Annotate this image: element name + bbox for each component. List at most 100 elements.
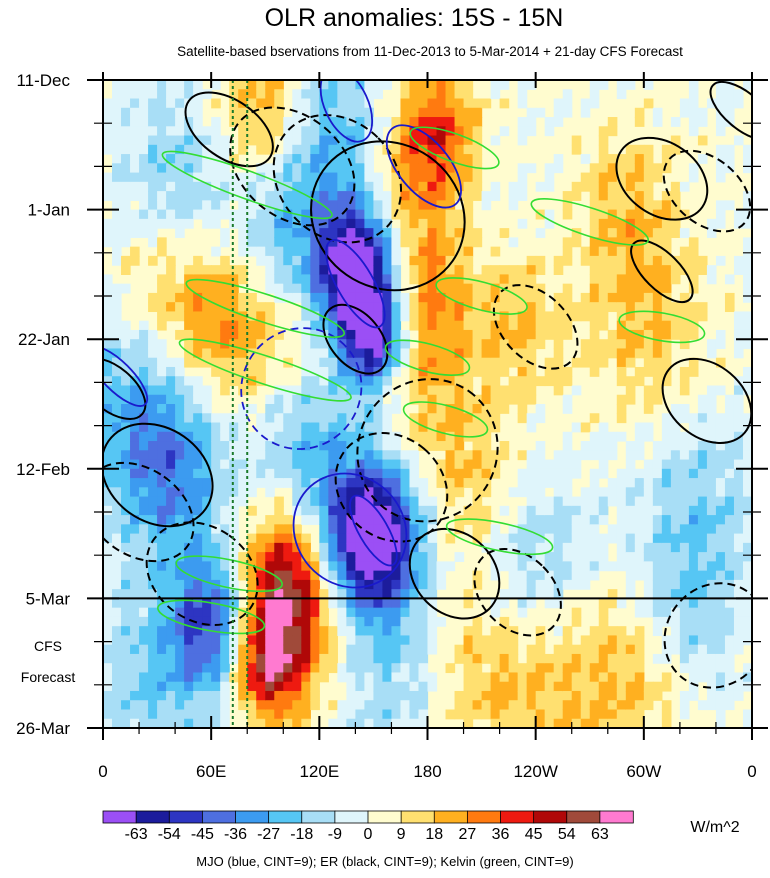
anomaly-cell	[400, 163, 411, 174]
anomaly-cell	[103, 644, 113, 655]
anomaly-cell	[103, 172, 113, 183]
anomaly-cell	[337, 246, 347, 257]
anomaly-cell	[400, 505, 411, 516]
anomaly-cell	[328, 311, 338, 322]
anomaly-cell	[409, 505, 420, 516]
anomaly-cell	[220, 505, 230, 516]
anomaly-cell	[238, 366, 248, 377]
anomaly-cell	[220, 616, 230, 627]
anomaly-cell	[526, 505, 537, 516]
colorbar-swatch	[268, 810, 303, 824]
anomaly-cell	[688, 283, 699, 294]
anomaly-cell	[202, 302, 212, 313]
anomaly-cell	[310, 644, 320, 655]
colorbar-tick-label: 9	[397, 826, 406, 843]
anomaly-cell	[454, 98, 465, 109]
anomaly-cell	[364, 607, 375, 618]
anomaly-cell	[454, 524, 465, 535]
anomaly-cell	[220, 292, 230, 303]
anomaly-cell	[436, 135, 447, 146]
anomaly-cell	[580, 570, 591, 581]
anomaly-cell	[166, 450, 176, 461]
anomaly-cell	[157, 635, 167, 646]
anomaly-cell	[706, 598, 717, 609]
anomaly-cell	[148, 144, 158, 155]
anomaly-cell	[310, 422, 320, 433]
anomaly-cell	[409, 607, 420, 618]
anomaly-cell	[364, 200, 375, 211]
anomaly-cell	[247, 329, 257, 340]
anomaly-cell	[184, 311, 194, 322]
anomaly-cell	[742, 366, 752, 377]
anomaly-cell	[364, 181, 375, 192]
anomaly-cell	[337, 98, 347, 109]
anomaly-cell	[121, 533, 131, 544]
anomaly-cell	[346, 144, 356, 155]
anomaly-cell	[256, 144, 266, 155]
anomaly-cell	[427, 181, 438, 192]
anomaly-cell	[688, 505, 699, 516]
anomaly-cell	[454, 366, 465, 377]
anomaly-cell	[634, 690, 645, 701]
anomaly-cell	[724, 663, 735, 674]
anomaly-cell	[328, 181, 338, 192]
anomaly-cell	[661, 653, 672, 664]
anomaly-cell	[319, 172, 329, 183]
anomaly-cell	[157, 524, 167, 535]
anomaly-cell	[256, 672, 266, 683]
anomaly-cell	[355, 376, 365, 387]
anomaly-cell	[661, 496, 672, 507]
anomaly-cell	[652, 348, 663, 359]
anomaly-cell	[616, 89, 627, 100]
anomaly-cell	[598, 246, 609, 257]
anomaly-cell	[328, 441, 338, 451]
anomaly-cell	[652, 228, 663, 238]
anomaly-cell	[535, 635, 546, 646]
anomaly-cell	[328, 459, 338, 470]
anomaly-cell	[706, 265, 717, 275]
anomaly-cell	[346, 579, 356, 590]
anomaly-cell	[499, 357, 510, 368]
anomaly-cell	[292, 663, 302, 674]
anomaly-cell	[355, 228, 365, 238]
anomaly-cell	[580, 635, 591, 646]
anomaly-cell	[211, 690, 221, 701]
anomaly-cell	[166, 515, 176, 525]
anomaly-cell	[193, 422, 203, 433]
anomaly-cell	[436, 394, 447, 405]
anomaly-cell	[715, 663, 726, 674]
anomaly-cell	[706, 478, 717, 488]
anomaly-cell	[283, 616, 293, 627]
anomaly-cell	[103, 441, 113, 451]
anomaly-cell	[427, 311, 438, 322]
anomaly-cell	[364, 718, 375, 728]
anomaly-cell	[328, 320, 338, 331]
anomaly-cell	[310, 431, 320, 442]
anomaly-cell	[589, 626, 600, 637]
anomaly-cell	[166, 459, 176, 470]
anomaly-cell	[229, 468, 239, 479]
anomaly-cell	[463, 98, 474, 109]
anomaly-cell	[148, 181, 158, 192]
anomaly-cell	[256, 302, 266, 313]
anomaly-cell	[391, 690, 402, 701]
anomaly-cell	[544, 589, 555, 599]
anomaly-cell	[679, 626, 690, 637]
anomaly-cell	[130, 98, 140, 109]
anomaly-cell	[364, 172, 375, 183]
anomaly-cell	[598, 533, 609, 544]
anomaly-cell	[391, 644, 402, 655]
anomaly-cell	[607, 329, 618, 340]
anomaly-cell	[625, 561, 636, 572]
anomaly-cell	[346, 515, 356, 525]
anomaly-cell	[373, 89, 384, 100]
anomaly-cell	[373, 255, 384, 266]
anomaly-cell	[292, 126, 302, 137]
anomaly-cell	[184, 533, 194, 544]
anomaly-cell	[526, 126, 537, 137]
anomaly-cell	[103, 579, 113, 590]
anomaly-cell	[706, 431, 717, 442]
anomaly-cell	[499, 598, 510, 609]
anomaly-cell	[157, 607, 167, 618]
anomaly-cell	[364, 459, 375, 470]
